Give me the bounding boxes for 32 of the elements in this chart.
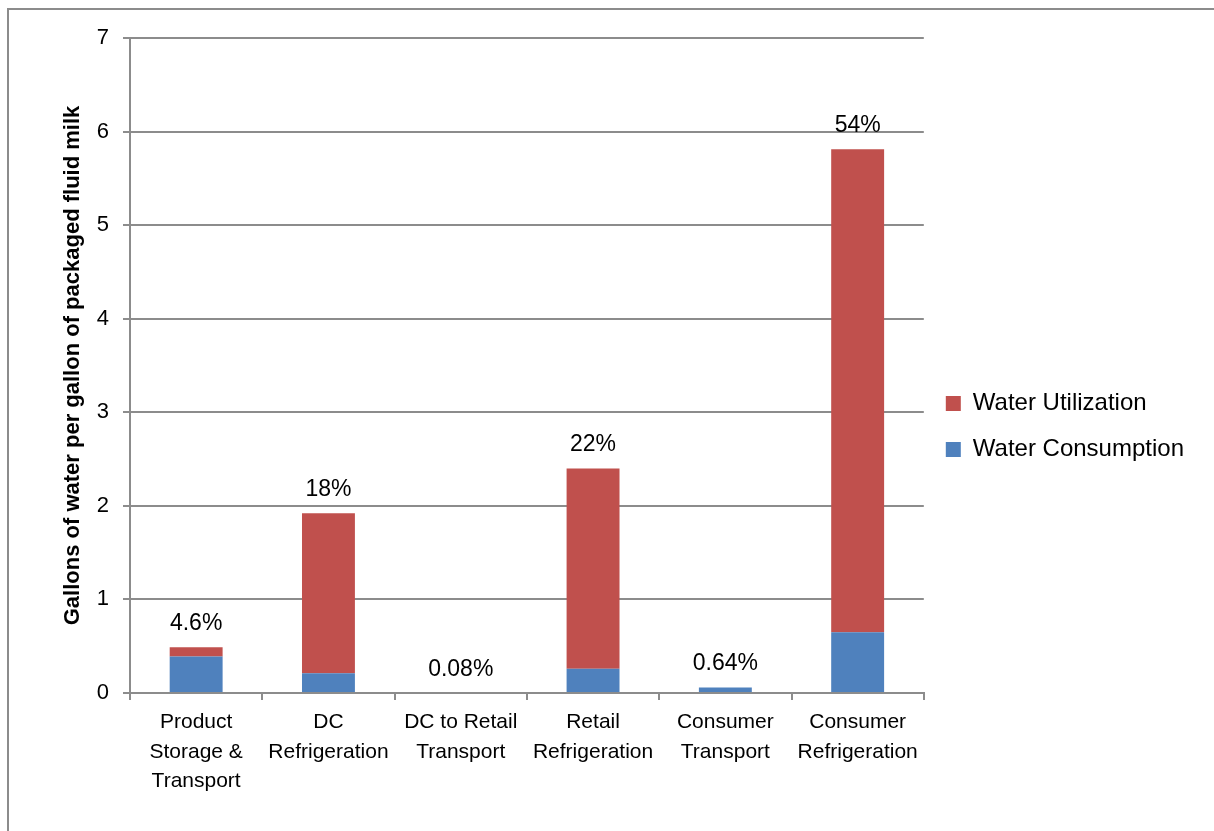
- legend-label: Water Utilization: [972, 388, 1147, 416]
- y-tick-label: 0: [96, 679, 109, 705]
- y-tick-label: 6: [96, 117, 109, 143]
- y-axis-title: Gallons of water per gallon of packaged fluid milk: [59, 104, 85, 626]
- y-tick-label: 7: [96, 24, 109, 50]
- annotation: 54%: [834, 111, 881, 138]
- x-tick-label: Consumer Refrigeration: [797, 709, 918, 762]
- bar: [566, 468, 620, 669]
- annotation: 0.64%: [692, 649, 758, 676]
- annotation: 0.08%: [428, 654, 494, 681]
- bar: [566, 668, 620, 692]
- annotation: 4.6%: [169, 608, 223, 635]
- annotation: 22%: [570, 430, 617, 457]
- bar: [169, 647, 223, 657]
- y-tick-label: 5: [96, 211, 109, 237]
- bar: [169, 656, 223, 692]
- annotation: 18%: [305, 475, 352, 502]
- legend-label: Water Consumption: [972, 434, 1185, 462]
- x-tick-label: DC to Retail Transport: [404, 709, 518, 762]
- bar: [301, 673, 355, 692]
- y-tick-label: 2: [96, 491, 109, 517]
- x-tick-label: Consumer Transport: [676, 709, 774, 762]
- bar: [698, 687, 752, 692]
- x-tick-label: DC Refrigeration: [268, 709, 389, 762]
- bar: [301, 513, 355, 674]
- y-tick-label: 4: [96, 304, 109, 330]
- x-tick-label: Retail Refrigeration: [532, 709, 654, 762]
- y-tick-label: 1: [96, 585, 109, 611]
- y-tick-label: 3: [96, 398, 109, 424]
- x-tick-label: Product Storage & Transport: [149, 709, 243, 792]
- bar: [831, 632, 885, 692]
- bar: [831, 149, 885, 633]
